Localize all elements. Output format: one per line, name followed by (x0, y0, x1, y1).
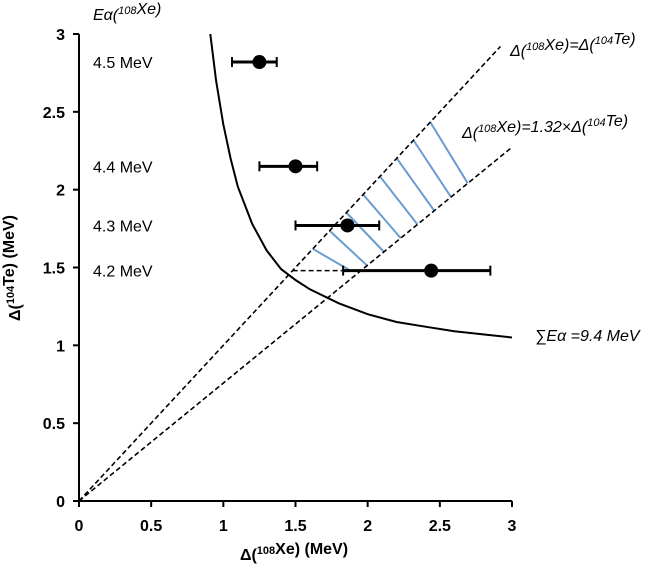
hatch-line (395, 157, 436, 212)
sum-energy-curve (209, 33, 513, 339)
y-tick-label: 0.5 (43, 416, 65, 433)
y-tick-label: 1.5 (43, 261, 65, 278)
hatch-line (345, 211, 385, 253)
x-tick-label: 3 (508, 518, 517, 535)
y-tick-label: 0 (56, 494, 65, 511)
axes: 0 0.5 1 1.5 2 2.5 3 0 0.5 1 1.5 2 2.5 3 (43, 27, 517, 535)
curve-label: ∑Eα =9.4 MeV (535, 328, 641, 345)
hatch-line (362, 193, 402, 239)
point-label: 4.3 MeV (93, 218, 153, 235)
y-axis-title: Δ(104Te) (MeV) (1, 215, 24, 321)
y-tick-label: 2.5 (43, 105, 65, 122)
data-point (288, 159, 303, 174)
data-point (424, 263, 439, 278)
y-tick-label: 3 (56, 27, 65, 44)
reference-lines (78, 45, 513, 502)
hatch-line (379, 175, 419, 226)
x-axis-title: Δ(108Xe) (MeV) (240, 541, 348, 564)
x-tick-label: 2 (363, 518, 372, 535)
x-tick-label: 1 (219, 518, 228, 535)
hatched-region (292, 121, 469, 272)
x-tick-label: 1.5 (284, 518, 306, 535)
point-label: 4.4 MeV (93, 159, 153, 176)
x-tick-label: 2.5 (429, 518, 451, 535)
data-point (252, 55, 267, 70)
hatch-line (312, 247, 351, 272)
x-tick-label: 0 (75, 518, 84, 535)
hatch-line (412, 139, 452, 198)
hatch-line (429, 121, 469, 184)
line-label-ratio: Δ(108Xe)=1.32×Δ(104Te) (461, 113, 628, 142)
data-points: 4.5 MeV 4.4 MeV 4.3 MeV 4.2 MeV (93, 55, 492, 281)
data-point (340, 218, 355, 233)
hatch-line (328, 229, 368, 267)
line-equal (78, 45, 502, 502)
point-label: 4.2 MeV (93, 264, 153, 281)
x-tick-label: 0.5 (140, 518, 162, 535)
y-tick-label: 1 (56, 338, 65, 355)
line-label-equal: Δ(108Xe)=Δ(104Te) (509, 31, 636, 60)
y-tick-label: 2 (56, 183, 65, 200)
line-ratio (78, 146, 513, 502)
point-label: 4.5 MeV (93, 55, 153, 72)
series-label-header: Eα(108Xe) (93, 1, 161, 24)
